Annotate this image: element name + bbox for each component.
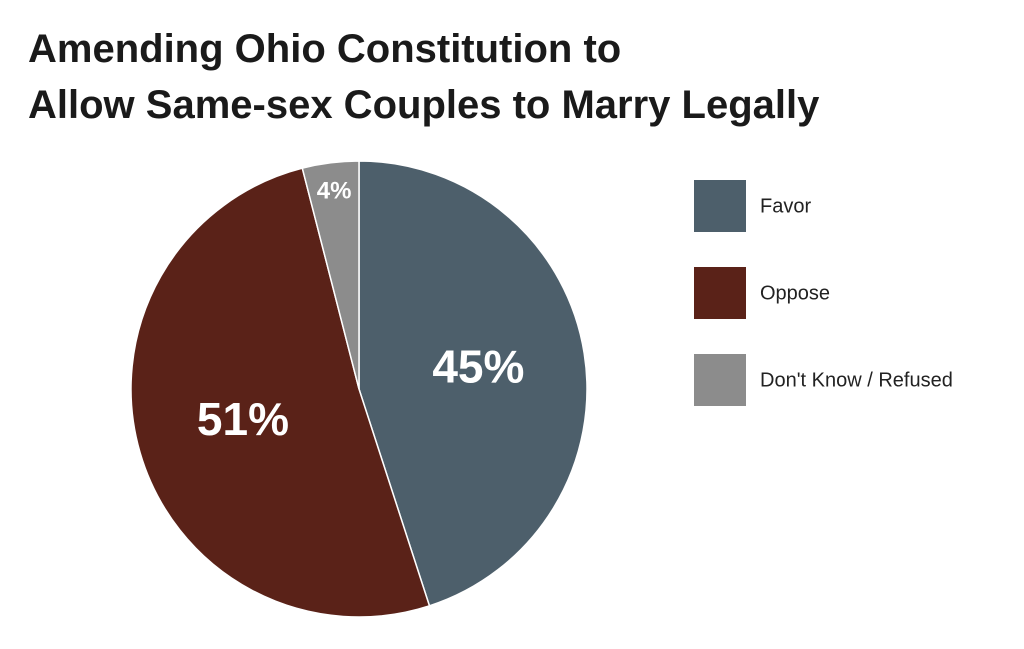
chart-title: Amending Ohio Constitution to <box>28 27 621 71</box>
pie-slice <box>358 160 588 607</box>
legend-swatch <box>694 354 746 406</box>
legend-label: Don't Know / Refused <box>760 369 953 391</box>
pie-slice <box>301 160 360 390</box>
legend-swatch <box>694 180 746 232</box>
slice-label: 45% <box>432 340 524 392</box>
slice-label: 51% <box>197 393 289 445</box>
legend-label: Favor <box>760 195 811 217</box>
slice-label: 4% <box>317 178 352 205</box>
pie-slice <box>130 167 431 618</box>
legend-label: Oppose <box>760 282 830 304</box>
legend-swatch <box>694 267 746 319</box>
chart-title: Allow Same-sex Couples to Marry Legally <box>28 83 820 127</box>
